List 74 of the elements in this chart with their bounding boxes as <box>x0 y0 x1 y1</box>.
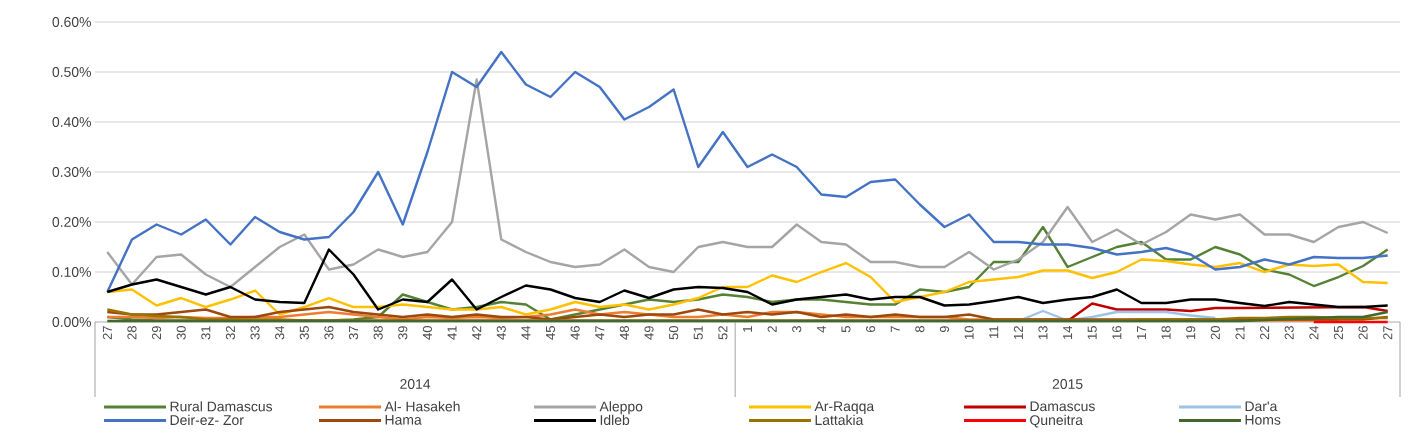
legend-label: Homs <box>1245 415 1281 425</box>
legend-label: Quneitra <box>1030 414 1083 428</box>
x-tick-label: 32 <box>225 326 236 340</box>
x-tick-label: 36 <box>324 326 334 340</box>
x-tick-label: 46 <box>570 326 580 340</box>
x-tick-label: 5 <box>841 326 851 333</box>
x-tick-label: 7 <box>890 326 900 333</box>
x-tick-label: 26 <box>1358 326 1368 340</box>
legend-label: Al- Hasakeh <box>384 401 460 412</box>
y-tick-label: 0.20% <box>52 217 91 227</box>
x-tick-label: 20 <box>1210 326 1220 340</box>
y-tick-label: 0.40% <box>52 117 91 127</box>
legend-label: Hama <box>385 415 422 425</box>
text: 2014 <box>400 379 431 389</box>
x-tick-label: 44 <box>521 325 531 340</box>
x-tick-label: 25 <box>1333 326 1344 340</box>
x-tick-label: 42 <box>472 326 482 340</box>
x-tick-label: 8 <box>915 326 925 333</box>
x-tick-label: 47 <box>595 326 605 340</box>
y-tick-label: 0.00% <box>52 317 91 327</box>
x-tick-label: 6 <box>866 326 876 333</box>
x-tick-label: 31 <box>201 326 211 340</box>
x-tick-label: 45 <box>546 326 556 340</box>
x-tick-label: 3 <box>792 326 802 333</box>
x-tick-label: 40 <box>422 326 432 340</box>
y-tick-label: 0.60% <box>52 17 91 27</box>
x-tick-label: 18 <box>1161 326 1171 339</box>
x-tick-label: 17 <box>1137 326 1146 339</box>
x-tick-label: 2 <box>767 326 777 333</box>
x-tick-label: 9 <box>939 326 950 333</box>
x-tick-label: 10 <box>964 326 974 339</box>
x-tick-label: 27 <box>102 326 112 340</box>
legend-label: Lattakia <box>815 414 864 426</box>
x-tick-label: 48 <box>619 326 629 340</box>
legend-label: Rural Damascus <box>170 401 273 412</box>
y-tick-label: 0.50% <box>52 67 91 77</box>
text: 2015 <box>1052 379 1083 389</box>
legend-label: Damascus <box>1030 401 1095 412</box>
x-tick-label: 28 <box>127 326 137 340</box>
x-tick-label: 43 <box>496 326 506 340</box>
x-tick-label: 35 <box>299 326 309 340</box>
x-tick-label: 30 <box>176 326 186 340</box>
x-tick-label: 50 <box>669 326 679 340</box>
x-tick-label: 23 <box>1284 326 1294 340</box>
legend-label: Ar-Raqqa <box>814 401 875 414</box>
x-tick-label: 12 <box>1013 326 1023 339</box>
legend-label: Idleb <box>600 414 630 426</box>
x-tick-label: 13 <box>1038 326 1048 339</box>
x-tick-label: 21 <box>1235 326 1245 340</box>
x-tick-label: 33 <box>250 326 260 340</box>
x-tick-label: 37 <box>348 326 359 340</box>
x-tick-label: 27 <box>1383 326 1393 340</box>
x-tick-label: 34 <box>275 325 285 340</box>
x-tick-label: 14 <box>1063 325 1073 339</box>
x-tick-label: 24 <box>1309 325 1319 340</box>
x-tick-label: 1 <box>743 326 752 332</box>
x-tick-label: 16 <box>1112 326 1122 339</box>
x-tick-label: 11 <box>989 326 999 338</box>
x-tick-label: 15 <box>1087 326 1097 339</box>
x-tick-label: 39 <box>398 326 408 340</box>
x-tick-label: 49 <box>644 326 654 340</box>
x-tick-label: 41 <box>447 326 457 340</box>
legend-label: Aleppo <box>599 401 643 415</box>
legend-label: Deir-ez- Zor <box>170 414 244 426</box>
x-tick-label: 19 <box>1186 326 1196 339</box>
y-tick-label: 0.10% <box>52 267 91 277</box>
x-tick-label: 38 <box>373 326 383 340</box>
x-tick-label: 51 <box>693 326 703 340</box>
x-tick-label: 22 <box>1260 326 1270 340</box>
x-tick-label: 4 <box>816 325 826 333</box>
x-tick-label: 29 <box>151 326 162 340</box>
legend-label: Dar'a <box>1245 401 1278 412</box>
x-tick-label: 52 <box>718 326 728 340</box>
y-tick-label: 0.30% <box>52 167 91 177</box>
